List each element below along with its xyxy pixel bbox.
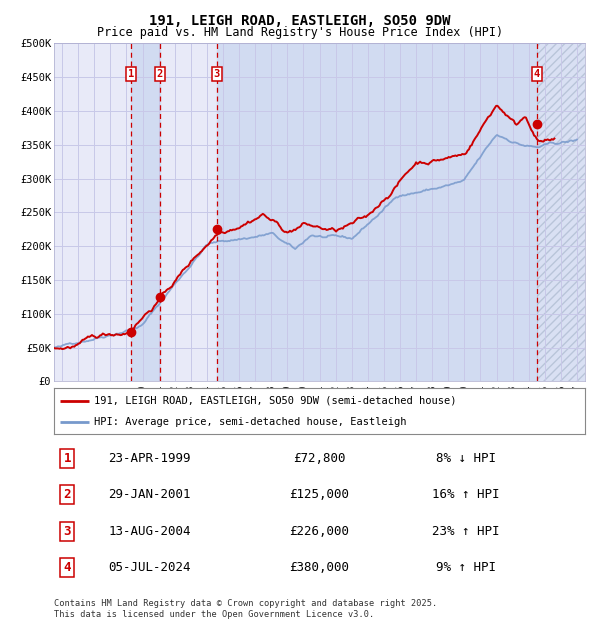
Text: 05-JUL-2024: 05-JUL-2024	[109, 561, 191, 574]
Text: £380,000: £380,000	[290, 561, 349, 574]
Text: 3: 3	[214, 69, 220, 79]
Text: £125,000: £125,000	[290, 489, 349, 502]
Text: 3: 3	[64, 525, 71, 538]
Text: 13-AUG-2004: 13-AUG-2004	[109, 525, 191, 538]
Text: 23-APR-1999: 23-APR-1999	[109, 452, 191, 465]
Text: 4: 4	[534, 69, 540, 79]
Text: 16% ↑ HPI: 16% ↑ HPI	[432, 489, 499, 502]
Bar	[217, 43, 537, 381]
Bar	[131, 43, 160, 381]
Text: 23% ↑ HPI: 23% ↑ HPI	[432, 525, 499, 538]
Text: Contains HM Land Registry data © Crown copyright and database right 2025.
This d: Contains HM Land Registry data © Crown c…	[54, 600, 437, 619]
Text: 8% ↓ HPI: 8% ↓ HPI	[436, 452, 496, 465]
Text: 191, LEIGH ROAD, EASTLEIGH, SO50 9DW: 191, LEIGH ROAD, EASTLEIGH, SO50 9DW	[149, 14, 451, 28]
Text: 29-JAN-2001: 29-JAN-2001	[109, 489, 191, 502]
Text: 9% ↑ HPI: 9% ↑ HPI	[436, 561, 496, 574]
Text: 2: 2	[64, 489, 71, 502]
Text: 1: 1	[128, 69, 134, 79]
Text: 1: 1	[64, 452, 71, 465]
Text: HPI: Average price, semi-detached house, Eastleigh: HPI: Average price, semi-detached house,…	[94, 417, 406, 427]
Text: Price paid vs. HM Land Registry's House Price Index (HPI): Price paid vs. HM Land Registry's House …	[97, 26, 503, 39]
Text: 191, LEIGH ROAD, EASTLEIGH, SO50 9DW (semi-detached house): 191, LEIGH ROAD, EASTLEIGH, SO50 9DW (se…	[94, 396, 457, 405]
Text: £72,800: £72,800	[293, 452, 346, 465]
Text: £226,000: £226,000	[290, 525, 349, 538]
Text: 2: 2	[157, 69, 163, 79]
Bar	[537, 43, 585, 381]
Text: 4: 4	[64, 561, 71, 574]
